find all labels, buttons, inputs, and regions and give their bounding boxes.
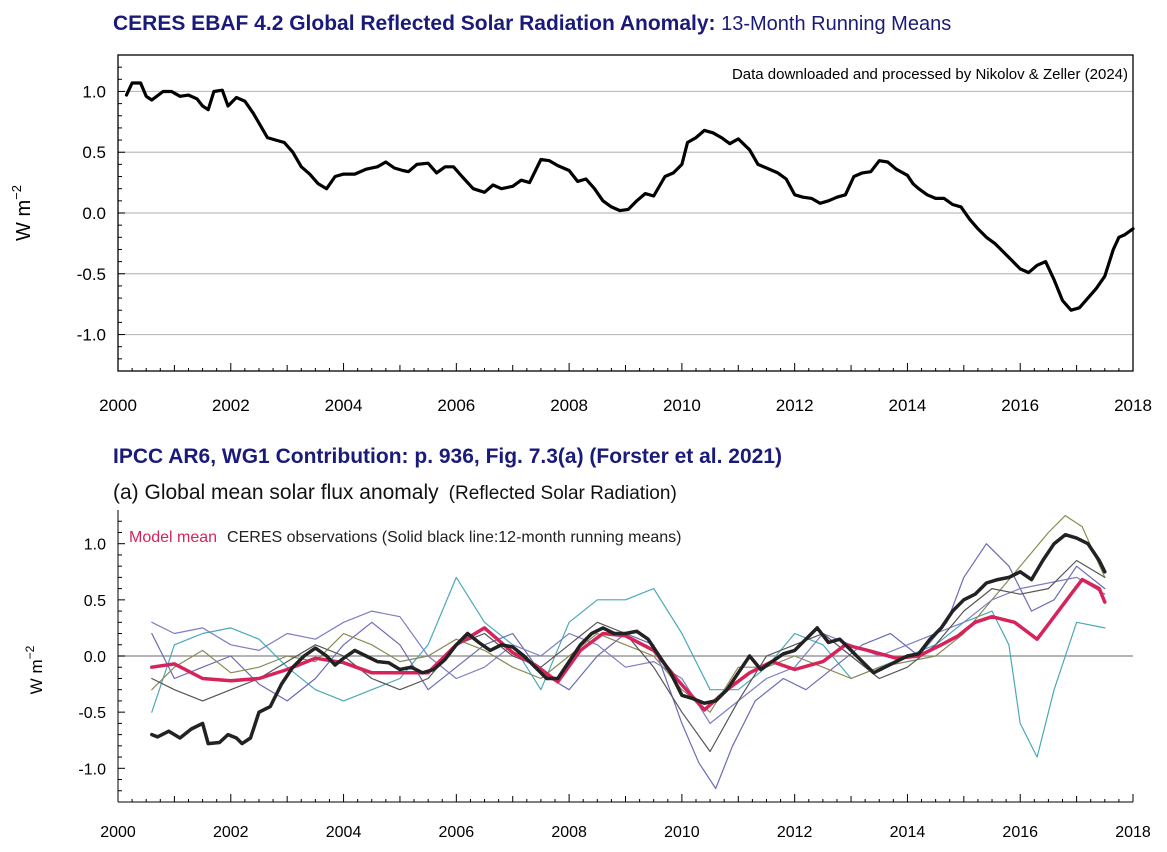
bottom-xtick-label-7: 2014	[890, 824, 926, 841]
bottom-ylabel-exp: −2	[23, 645, 37, 659]
top-annotation: Data downloaded and processed by Nikolov…	[732, 66, 1128, 83]
top-xtick-label-6: 2012	[776, 396, 814, 415]
top-xtick-label-8: 2016	[1001, 396, 1039, 415]
top-xtick-label-7: 2014	[889, 396, 927, 415]
bottom-series-line-2	[151, 576, 1106, 758]
bottom-xtick-label-1: 2002	[213, 824, 249, 841]
top-title-rest: 13-Month Running Means	[716, 13, 952, 35]
top-xtick-label-0: 2000	[99, 396, 137, 415]
bottom-xtick-label-9: 2018	[1115, 824, 1151, 841]
bottom-series	[150, 515, 1107, 790]
top-series	[124, 81, 1135, 312]
top-ytick-label-3: -0.5	[77, 265, 106, 284]
bottom-xtick-label-6: 2012	[777, 824, 813, 841]
top-ytick-label-1: 0.5	[82, 143, 106, 162]
bottom-xtick-label-5: 2010	[664, 824, 700, 841]
top-title-bold: CERES EBAF 4.2 Global Reflected Solar Ra…	[113, 12, 716, 35]
bottom-ytick-label-2: 0.0	[84, 649, 106, 666]
top-chart-title: CERES EBAF 4.2 Global Reflected Solar Ra…	[113, 12, 951, 35]
top-xtick-label-2: 2004	[325, 396, 363, 415]
legend-ceres: CERES observations (Solid black line:12-…	[227, 529, 681, 546]
top-xtick-label-4: 2008	[550, 396, 588, 415]
top-series-line-0	[124, 81, 1135, 312]
bottom-ytick-label-1: 0.5	[84, 593, 106, 610]
bottom-series-line-5	[151, 576, 1106, 724]
bottom-xtick-label-3: 2006	[439, 824, 475, 841]
bottom-series-line-1	[150, 532, 1107, 746]
bottom-xtick-label-8: 2016	[1002, 824, 1038, 841]
top-ylabel-exp: −2	[9, 185, 24, 200]
top-ytick-label-4: -1.0	[77, 326, 106, 345]
bottom-ylabel: W m−2	[23, 645, 46, 694]
top-ylabel: W m−2	[9, 185, 35, 241]
bottom-xtick-label-2: 2004	[326, 824, 362, 841]
top-xtick-label-9: 2018	[1114, 396, 1152, 415]
top-gridlines	[118, 90, 1133, 336]
top-ytick-label-0: 1.0	[82, 82, 106, 101]
bottom-heading: IPCC AR6, WG1 Contribution: p. 936, Fig.…	[113, 445, 782, 468]
bottom-xtick-label-0: 2000	[100, 824, 136, 841]
legend-model-mean: Model mean	[129, 529, 217, 546]
bottom-ytick-label-3: -0.5	[78, 705, 106, 722]
bottom-ytick-label-4: -1.0	[78, 761, 106, 778]
bottom-xtick-label-4: 2008	[551, 824, 587, 841]
bottom-title-main: (a) Global mean solar flux anomaly	[113, 481, 439, 504]
bottom-ylabel-main: W m	[27, 659, 46, 694]
bottom-ytick-label-0: 1.0	[84, 537, 106, 554]
top-ylabel-main: W m	[13, 200, 35, 241]
bottom-subtitle: (Reflected Solar Radiation)	[449, 483, 677, 504]
bottom-title: (a) Global mean solar flux anomaly (Refle…	[113, 481, 677, 504]
top-axis-ticks: 1.0 0.5 0.0 -0.5 -1.0 2000 2002 2004 2006 2008 201…	[77, 66, 1152, 415]
bottom-series-line-3	[151, 543, 1106, 790]
bottom-legend: Model mean CERES observations (Solid blac…	[129, 529, 682, 546]
top-xtick-label-3: 2006	[437, 396, 475, 415]
top-ytick-label-2: 0.0	[82, 204, 106, 223]
top-xtick-label-5: 2010	[663, 396, 701, 415]
top-xtick-label-1: 2002	[212, 396, 250, 415]
